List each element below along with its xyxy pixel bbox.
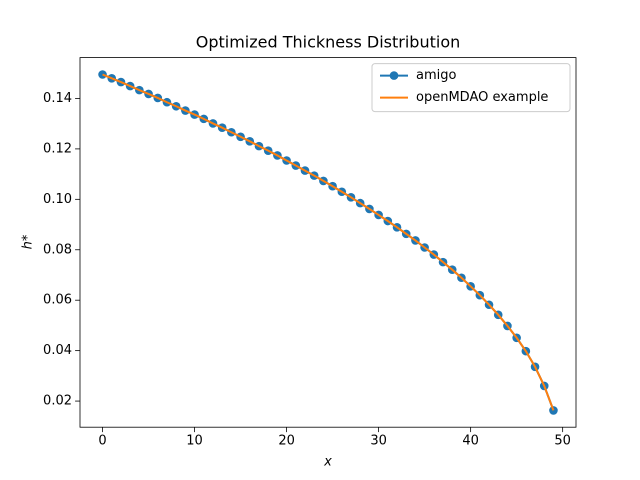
y-tick-label: 0.08 (43, 242, 72, 257)
x-tick-label: 30 (370, 434, 387, 449)
legend-box (371, 63, 571, 113)
series-line (102, 73, 555, 411)
x-tick-label: 20 (278, 434, 295, 449)
y-tick-label: 0.10 (43, 192, 72, 207)
x-tick-label: 10 (186, 434, 203, 449)
x-axis-label: x (323, 455, 332, 470)
x-tick-label: 40 (462, 434, 479, 449)
marker (98, 70, 107, 79)
y-tick-label: 0.06 (43, 293, 72, 308)
y-tick-label: 0.12 (43, 141, 72, 156)
legend-label: amigo (416, 68, 456, 83)
y-axis-label: h* (21, 234, 36, 249)
y-tick-label: 0.04 (43, 343, 72, 358)
x-tick-label: 50 (554, 434, 571, 449)
legend-label: openMDAO example (416, 90, 548, 105)
marker (549, 406, 558, 415)
y-tick-label: 0.14 (43, 91, 72, 106)
y-tick-label: 0.02 (43, 394, 72, 409)
legend-marker (389, 71, 399, 80)
x-tick-label: 0 (98, 434, 106, 449)
plot-frame (79, 57, 577, 428)
chart-title: Optimized Thickness Distribution (196, 33, 461, 52)
